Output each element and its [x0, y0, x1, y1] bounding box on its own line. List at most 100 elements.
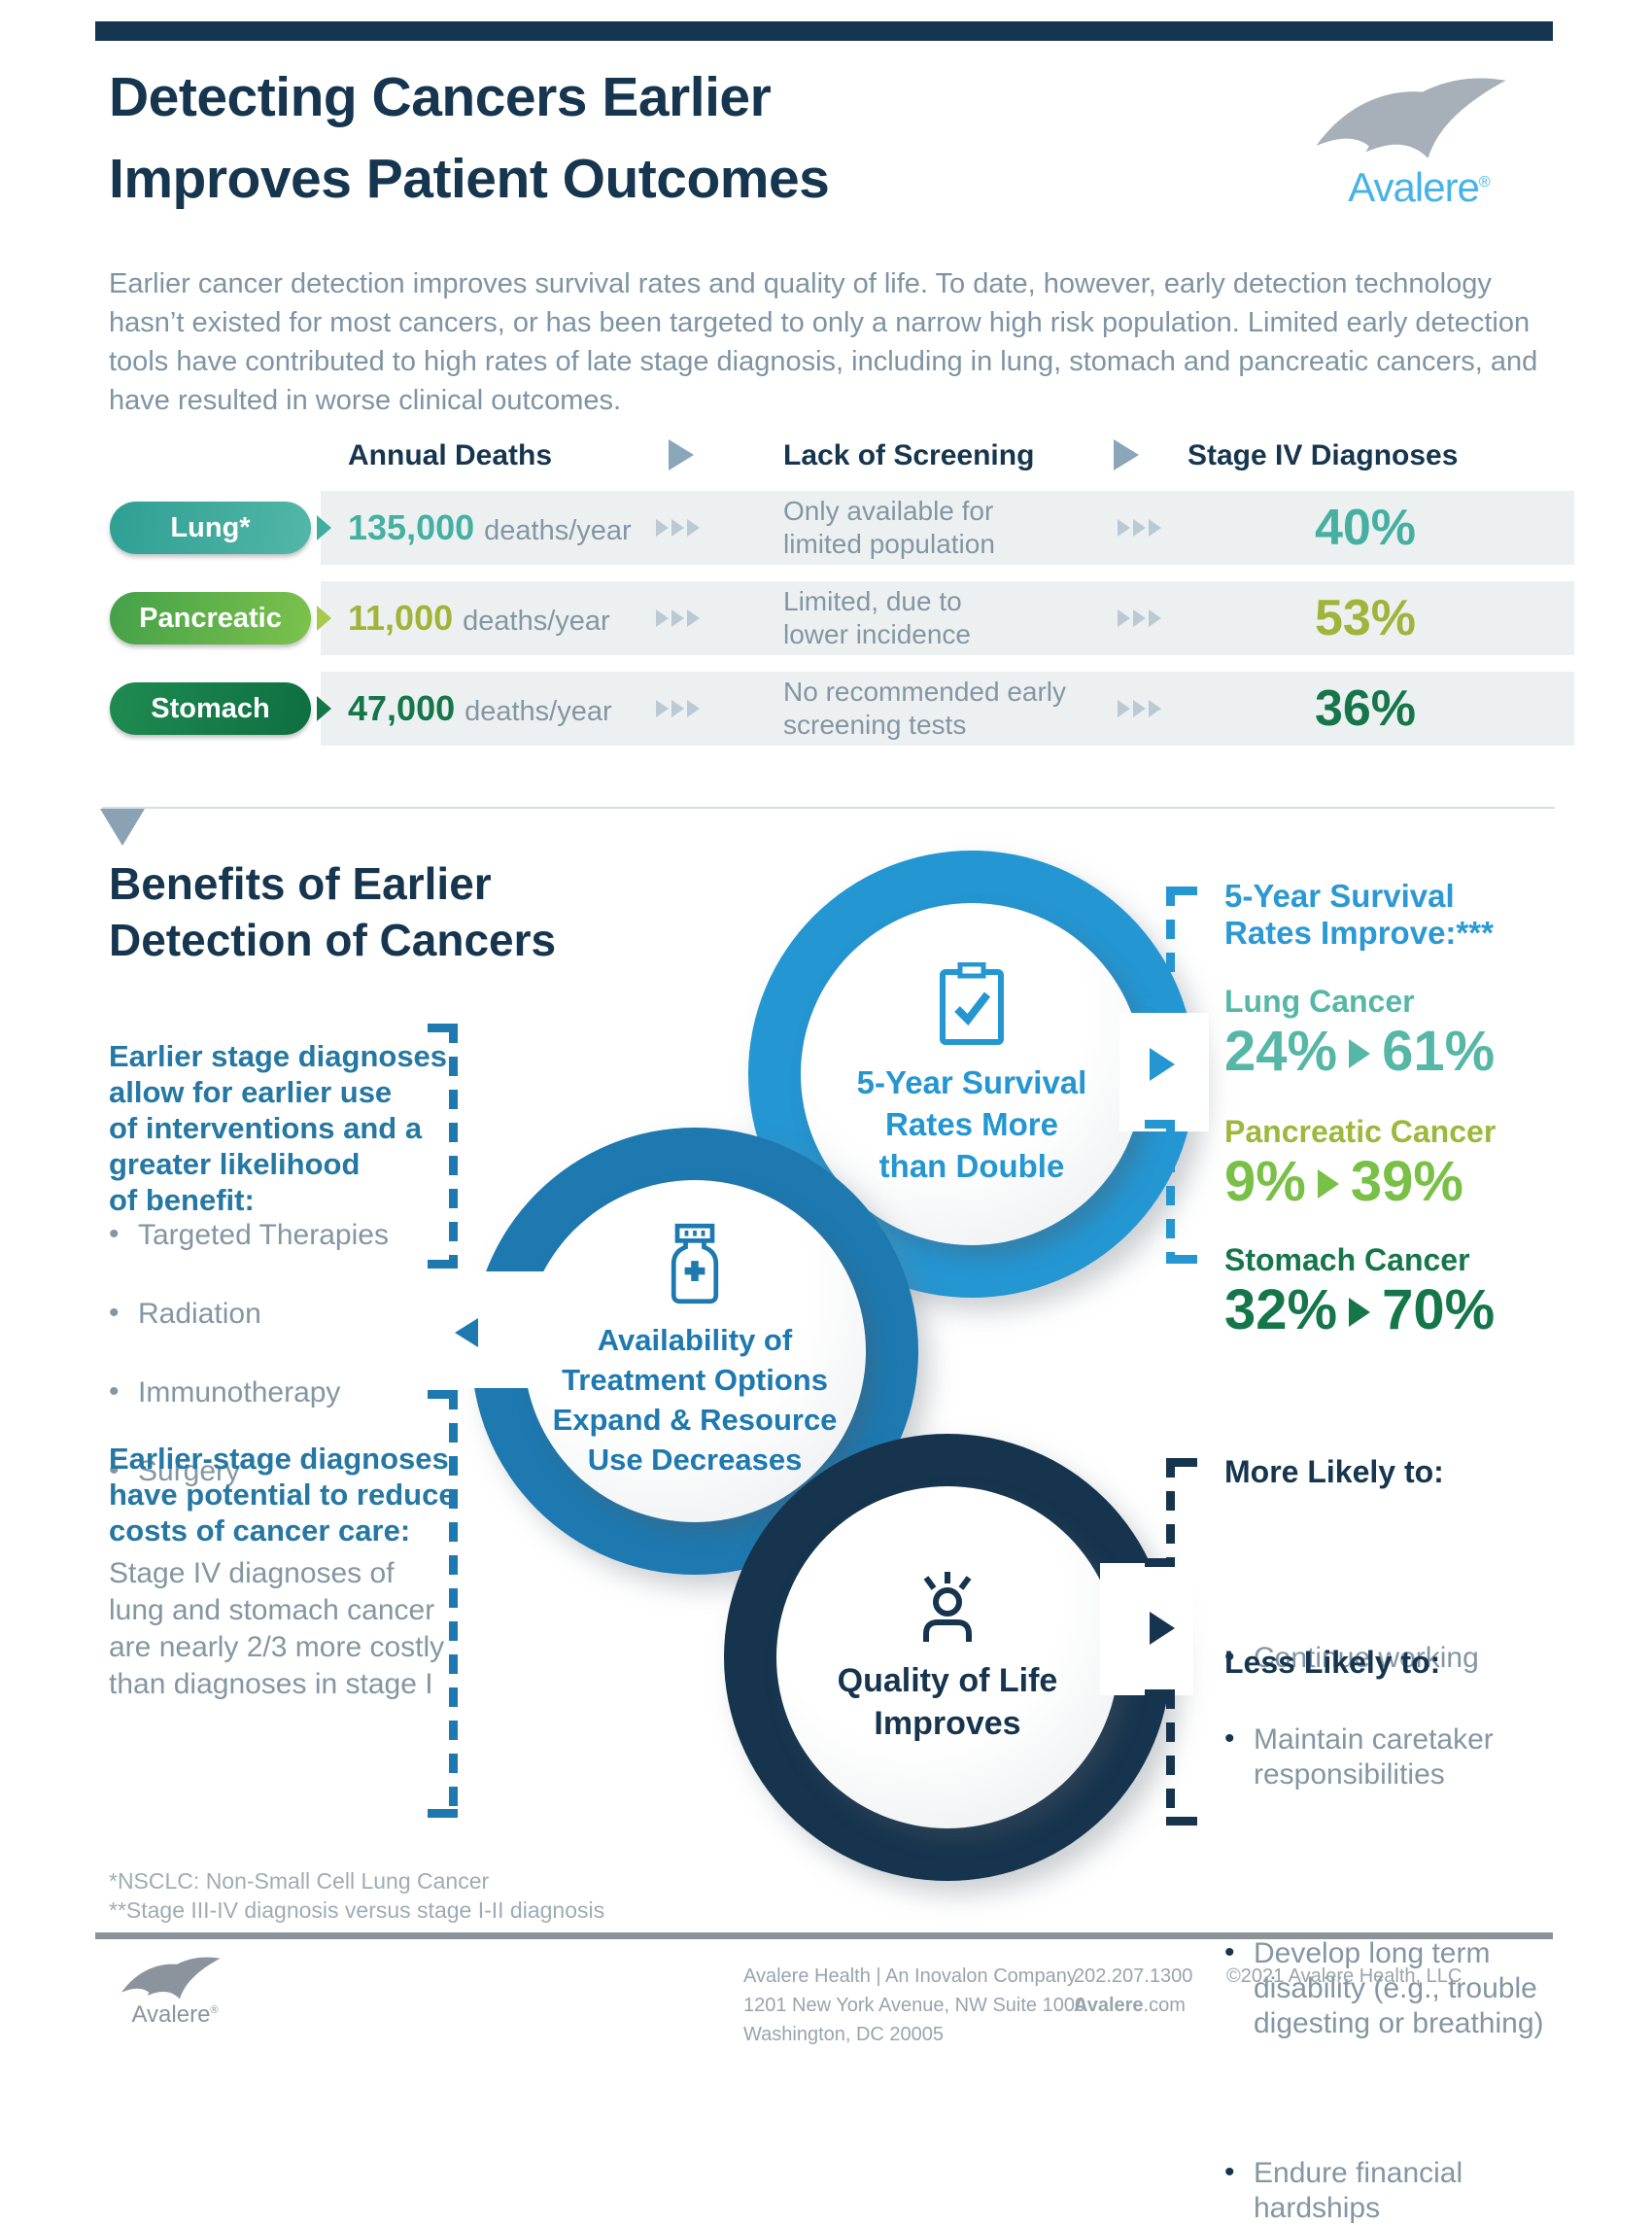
avalere-swoosh-icon — [1316, 78, 1506, 158]
annual-deaths-cell: 135,000 deaths/year — [348, 507, 632, 548]
bracket-tick — [1145, 1558, 1175, 1567]
annual-deaths-cell: 47,000 deaths/year — [348, 688, 612, 729]
list-item: Surgery — [109, 1454, 1652, 1489]
triple-arrow-icon — [656, 519, 700, 537]
survival-rates-heading: 5-Year Survival Rates Improve:*** — [1224, 878, 1494, 951]
triple-arrow-icon — [1118, 519, 1161, 537]
avalere-logo: Avalere® — [1283, 68, 1555, 211]
deaths-unit: deaths/year — [484, 515, 632, 546]
table-row-pancreatic: 11,000 deaths/year Limited, due to lower i… — [321, 581, 1574, 655]
deaths-value: 135,000 — [348, 507, 475, 547]
right-arrow-icon — [1150, 1048, 1175, 1081]
dashed-connector — [449, 1024, 458, 1269]
dashed-connector — [1166, 1689, 1175, 1826]
down-triangle-icon — [100, 809, 145, 846]
stage-iv-percentage: 36% — [1314, 680, 1417, 737]
list-item: Maintain caretaker responsibilities — [1224, 1722, 1574, 1792]
cancer-type-pill-lung: Lung* — [110, 502, 311, 554]
right-arrow-icon — [1150, 1612, 1175, 1645]
table-row-lung: 135,000 deaths/year Only available for lim… — [321, 491, 1574, 565]
right-arrow-icon — [1317, 1169, 1339, 1199]
bracket-tick — [1166, 1458, 1197, 1467]
right-arrow-icon — [669, 439, 694, 470]
stage-iv-percentage: 53% — [1314, 590, 1417, 646]
screening-cell: Limited, due to lower incidence — [783, 586, 971, 649]
list-item: Immunotherapy — [109, 1375, 1652, 1410]
deaths-unit: deaths/year — [465, 696, 612, 727]
medicine-bottle-icon — [671, 1223, 719, 1304]
circle-quality-of-life-inner: Quality of Life Improves — [776, 1486, 1119, 1828]
bracket-tick — [1166, 1255, 1197, 1264]
section-divider — [102, 807, 1555, 809]
bracket-tick — [1145, 1120, 1175, 1129]
page-title-line1: Detecting Cancers Earlier — [109, 66, 772, 128]
stat-values-lung: 24% 61% — [1224, 1020, 1496, 1083]
cost-heading: Earlier-stage diagnoses have potential t… — [109, 1442, 456, 1548]
footer-avalere-logo-text: Avalere® — [131, 2001, 219, 2028]
registered-mark: ® — [1478, 174, 1491, 191]
column-header-lack-of-screening: Lack of Screening — [783, 439, 1035, 471]
footer-address-line2: Washington, DC 20005 — [743, 2024, 945, 2045]
deaths-value: 11,000 — [348, 598, 454, 638]
bracket-tick — [428, 1260, 451, 1269]
list-item: Endure financial hardships — [1224, 2156, 1574, 2226]
stat-values-stomach: 32% 70% — [1224, 1278, 1496, 1341]
bracket-tick — [428, 1809, 458, 1818]
triple-arrow-icon — [1118, 700, 1161, 717]
footer-company-line: Avalere Health | An Inovalon Company — [743, 1965, 1077, 1987]
stat-values-pancreatic: 9% 39% — [1224, 1150, 1463, 1213]
footer-contact-block: 202.207.1300 Avalere.com — [1074, 1962, 1192, 2020]
registered-mark: ® — [210, 2004, 219, 2016]
right-arrow-icon — [1349, 1039, 1371, 1068]
stat-label-pancreatic: Pancreatic Cancer — [1224, 1114, 1497, 1149]
table-row-stomach: 47,000 deaths/year No recommended early sc… — [321, 672, 1574, 746]
circle-treatment-options-inner: Availability of Treatment Options Expand… — [524, 1180, 866, 1522]
benefits-intro-heading: Earlier stage diagnoses allow for earlie… — [109, 1039, 448, 1217]
more-likely-heading: More Likely to: — [1224, 1454, 1444, 1489]
screening-cell: Only available for limited population — [783, 496, 995, 559]
bracket-tick — [1145, 1689, 1175, 1698]
clipboard-check-icon — [940, 961, 1004, 1045]
dashed-connector — [1166, 1120, 1175, 1264]
triple-arrow-icon — [656, 700, 700, 717]
bracket-tick — [428, 1024, 458, 1032]
triple-arrow-icon — [656, 609, 700, 627]
circle-label: Quality of Life Improves — [837, 1662, 1058, 1742]
annual-deaths-cell: 11,000 deaths/year — [348, 598, 610, 639]
page-title-line2: Improves Patient Outcomes — [109, 148, 830, 210]
right-arrow-icon — [317, 515, 331, 540]
bracket-tick — [1166, 887, 1197, 895]
benefits-title: Benefits of Earlier Detection of Cancers — [109, 858, 557, 965]
avalere-logo-text: Avalere® — [1348, 164, 1491, 210]
bracket-tick — [1145, 998, 1175, 1007]
deaths-unit: deaths/year — [463, 606, 610, 637]
triple-arrow-icon — [1118, 609, 1161, 627]
footer-divider-bar — [95, 1932, 1553, 1939]
page-title: Detecting Cancers Earlier Improves Patie… — [109, 56, 830, 220]
bracket-tick — [1166, 1817, 1197, 1826]
footnotes: *NSCLC: Non-Small Cell Lung Cancer **Sta… — [109, 1868, 605, 1923]
ring-slot — [1100, 1563, 1193, 1695]
list-item: Develop long term disability (e.g., trou… — [1224, 1936, 1574, 2041]
person-radiant-icon — [923, 1572, 972, 1642]
avalere-swoosh-icon — [121, 1957, 221, 2000]
screening-cell: No recommended early screening tests — [783, 677, 1067, 740]
cancer-type-pill-stomach: Stomach — [110, 682, 311, 735]
intro-paragraph: Earlier cancer detection improves surviv… — [109, 268, 1538, 416]
circle-label: Availability of Treatment Options Expand… — [552, 1323, 838, 1477]
less-likely-heading: Less Likely to: — [1224, 1645, 1441, 1680]
cancer-type-pill-pancreatic: Pancreatic — [110, 592, 311, 644]
column-header-stage-iv: Stage IV Diagnoses — [1187, 439, 1459, 471]
dashed-connector — [1166, 1458, 1175, 1567]
deaths-value: 47,000 — [348, 688, 456, 728]
stage-iv-percentage: 40% — [1314, 500, 1417, 556]
dashed-connector — [449, 1390, 458, 1818]
list-item: Targeted Therapies — [109, 1218, 1652, 1253]
left-arrow-icon — [455, 1318, 478, 1347]
stat-label-stomach: Stomach Cancer — [1224, 1242, 1470, 1277]
column-header-annual-deaths: Annual Deaths — [348, 439, 553, 471]
cost-body: Stage IV diagnoses of lung and stomach c… — [109, 1557, 445, 1700]
right-arrow-icon — [317, 696, 331, 721]
top-accent-bar — [95, 21, 1553, 41]
